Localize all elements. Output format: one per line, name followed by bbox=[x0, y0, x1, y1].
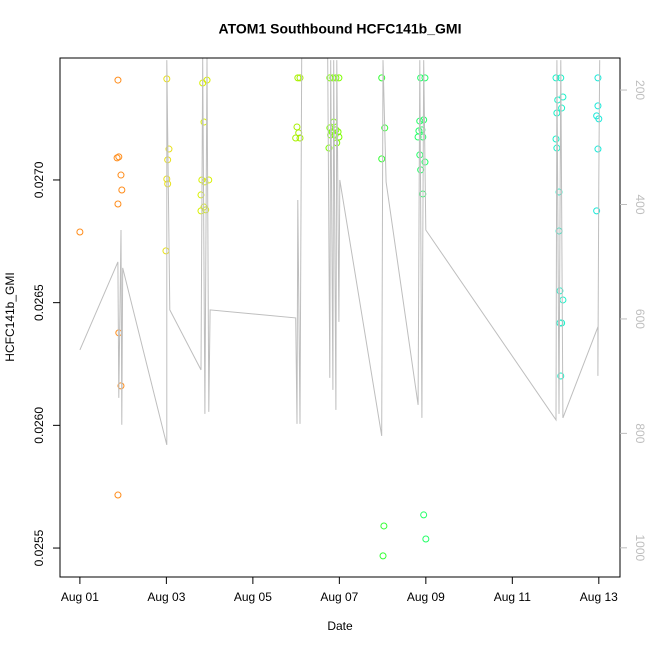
point bbox=[379, 552, 387, 560]
x-tick-label: Aug 13 bbox=[580, 590, 618, 604]
point bbox=[380, 522, 388, 530]
y-axis-label: HCFC141b_GMI bbox=[3, 272, 17, 361]
x-axis-label: Date bbox=[327, 619, 353, 633]
x-tick-label: Aug 03 bbox=[147, 590, 185, 604]
point bbox=[117, 382, 125, 390]
point bbox=[164, 180, 172, 188]
point bbox=[332, 74, 340, 82]
x-tick-label: Aug 05 bbox=[234, 590, 272, 604]
point bbox=[331, 131, 339, 139]
y-tick-label: 0.0265 bbox=[32, 284, 46, 321]
point bbox=[296, 134, 304, 142]
point bbox=[205, 176, 213, 184]
point bbox=[594, 145, 602, 153]
point bbox=[294, 74, 302, 82]
y-tick-label: 0.0260 bbox=[32, 407, 46, 444]
point bbox=[293, 123, 301, 131]
y2-tick-label: 1000 bbox=[633, 534, 647, 561]
point bbox=[559, 93, 567, 101]
point bbox=[115, 153, 123, 161]
x-tick-label: Aug 07 bbox=[320, 590, 358, 604]
point bbox=[420, 511, 428, 519]
y2-tick-label: 200 bbox=[633, 80, 647, 100]
point bbox=[165, 145, 173, 153]
chart-title: ATOM1 Southbound HCFC141b_GMI bbox=[219, 21, 462, 37]
x-tick-label: Aug 01 bbox=[61, 590, 99, 604]
point bbox=[292, 134, 300, 142]
y-tick-label: 0.0255 bbox=[32, 529, 46, 566]
point bbox=[335, 133, 343, 141]
point bbox=[162, 247, 170, 255]
point bbox=[114, 76, 122, 84]
y-tick-label: 0.0270 bbox=[32, 161, 46, 198]
point bbox=[378, 155, 386, 163]
y2-tick-label: 400 bbox=[633, 194, 647, 214]
point bbox=[559, 296, 567, 304]
point bbox=[325, 144, 333, 152]
x-tick-label: Aug 11 bbox=[494, 590, 531, 604]
point bbox=[421, 74, 429, 82]
point bbox=[557, 372, 565, 380]
point bbox=[414, 133, 422, 141]
point bbox=[76, 228, 84, 236]
point bbox=[593, 207, 601, 215]
point bbox=[117, 171, 125, 179]
point bbox=[296, 74, 304, 82]
point bbox=[332, 126, 340, 134]
point bbox=[326, 124, 334, 132]
point bbox=[594, 74, 602, 82]
point bbox=[422, 535, 430, 543]
point bbox=[552, 74, 560, 82]
y2-tick-label: 600 bbox=[633, 309, 647, 329]
point bbox=[558, 104, 566, 112]
point bbox=[114, 200, 122, 208]
line bbox=[79, 57, 601, 446]
point bbox=[114, 491, 122, 499]
point bbox=[378, 74, 386, 82]
plot-frame bbox=[59, 57, 621, 578]
point bbox=[118, 186, 126, 194]
point bbox=[335, 74, 343, 82]
x-tick-label: Aug 09 bbox=[407, 590, 445, 604]
point bbox=[594, 102, 602, 110]
y2-tick-label: 800 bbox=[633, 423, 647, 443]
point bbox=[552, 135, 560, 143]
